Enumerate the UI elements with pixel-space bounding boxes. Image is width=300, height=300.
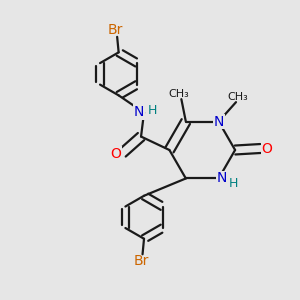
Text: O: O [110,147,122,160]
Text: N: N [217,171,227,185]
Text: Br: Br [108,23,123,37]
Text: H: H [148,104,157,117]
Text: CH₃: CH₃ [227,92,248,102]
Text: N: N [134,105,144,119]
Text: Br: Br [134,254,149,268]
Text: N: N [214,115,224,129]
Text: H: H [228,177,238,190]
Text: CH₃: CH₃ [169,89,189,99]
Text: O: O [262,142,272,155]
